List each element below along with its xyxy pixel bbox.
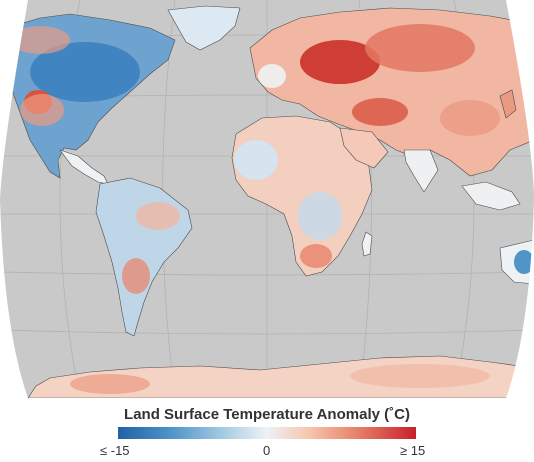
legend-max-label: ≥ 15 xyxy=(400,443,426,458)
legend-color-scale xyxy=(118,427,416,439)
southern-africa-warm xyxy=(300,244,332,268)
southeast-asia-islands xyxy=(461,181,521,211)
east-asia-warm xyxy=(440,100,500,136)
russia-hot-core xyxy=(300,40,380,84)
west-africa-cool xyxy=(234,140,278,180)
map-canvas xyxy=(0,0,534,398)
north-america-cold-core xyxy=(30,42,140,102)
antarctica-east-warm xyxy=(350,364,490,388)
world-map xyxy=(0,0,534,398)
west-europe-cool xyxy=(258,64,286,88)
temperature-legend: Land Surface Temperature Anomaly (˚C) ≤ … xyxy=(0,398,534,462)
south-america-warm-patch xyxy=(136,202,180,230)
legend-title: Land Surface Temperature Anomaly (˚C) xyxy=(124,406,410,423)
india xyxy=(403,149,439,193)
greenland xyxy=(167,5,241,51)
canada-mild xyxy=(10,26,70,54)
japan xyxy=(499,89,517,119)
antarctic-peninsula-warm xyxy=(70,374,150,394)
arabia xyxy=(339,127,389,169)
siberia-warm xyxy=(365,24,475,72)
legend-min-label: ≤ -15 xyxy=(100,443,130,458)
middle-east-warm xyxy=(352,98,408,126)
west-us-warm-halo xyxy=(20,94,64,126)
central-africa-cool xyxy=(298,192,342,240)
legend-mid-label: 0 xyxy=(263,443,271,458)
argentina-warm-patch xyxy=(122,258,150,294)
australia-cool-spot xyxy=(514,250,534,274)
madagascar xyxy=(361,231,373,257)
